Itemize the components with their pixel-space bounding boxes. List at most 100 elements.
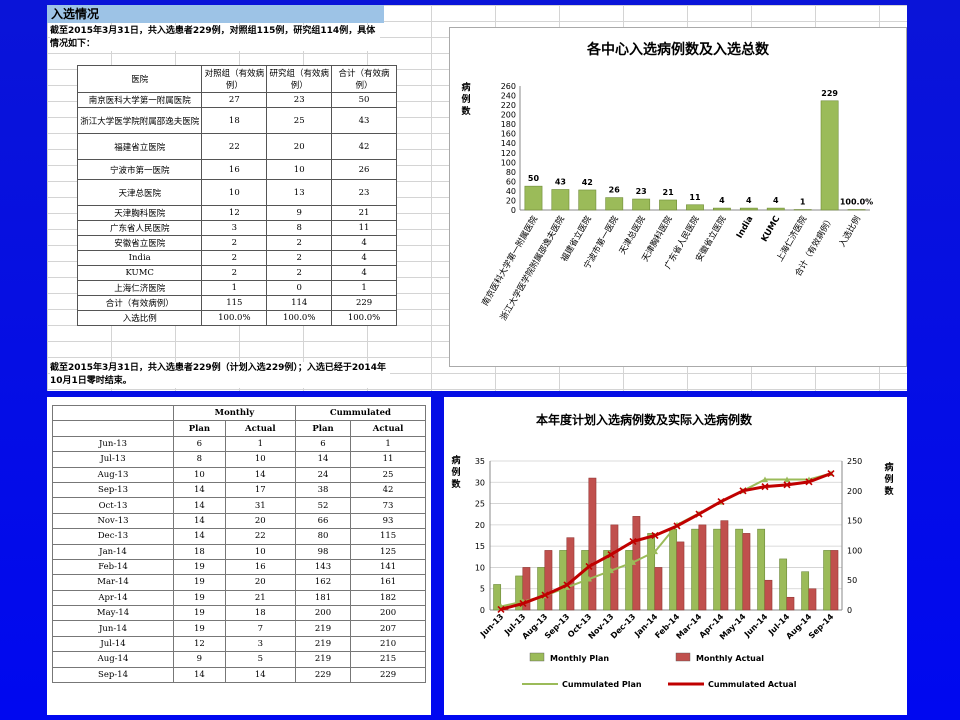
table-cell: 16 — [224, 558, 296, 576]
y-tick-label: 220 — [501, 101, 516, 110]
point-cummulated-actual — [651, 531, 659, 540]
table-cell: 安徽省立医院 — [76, 235, 203, 251]
table-cell: 229 — [331, 295, 397, 311]
table-row: Jul-14 12 3 219 210 — [52, 635, 426, 653]
table-cell: 14 — [224, 466, 296, 483]
table-cell: 天津总医院 — [76, 179, 203, 206]
table-cell: 42 — [331, 133, 397, 160]
y-axis-label-right: 病 — [884, 461, 893, 473]
bar-monthly-plan — [537, 567, 546, 611]
table-cell: 4 — [331, 250, 397, 266]
table-row: Jun-13 6 1 6 1 — [52, 435, 426, 453]
table-cell: Feb-14 — [52, 558, 174, 576]
point-cummulated-actual — [805, 478, 813, 486]
bar-monthly-actual — [676, 541, 685, 611]
table-cell: 93 — [350, 512, 426, 530]
bar — [524, 185, 543, 211]
table-row: 南京医科大学第一附属医院 27 23 50 — [76, 92, 397, 108]
bar — [605, 197, 624, 211]
table-cell: 宁波市第一医院 — [76, 159, 203, 180]
table-cell: 9 — [173, 651, 226, 668]
table-cell: 2 — [201, 265, 268, 281]
bar-monthly-actual — [522, 567, 531, 611]
legend-label: Cummulated Plan — [562, 680, 642, 689]
table-cell: 入选比例 — [76, 310, 203, 326]
table-cell: 24 — [294, 466, 352, 483]
table-cell: Nov-13 — [52, 512, 174, 530]
table-cell: 1 — [201, 280, 268, 296]
table-cell: 上海仁济医院 — [76, 280, 203, 296]
table-cell: 2 — [266, 235, 333, 251]
bar — [766, 207, 785, 211]
data-label: 4 — [773, 196, 779, 205]
table-row: India 2 2 4 — [76, 250, 397, 266]
table-cell: 10 — [224, 451, 296, 468]
table-cell: 143 — [294, 558, 352, 576]
table-cell: 18 — [224, 605, 296, 622]
table-cell: 42 — [350, 481, 426, 499]
table-cell: 19 — [173, 574, 226, 591]
table-row: Oct-13 14 31 52 73 — [52, 497, 426, 514]
point-cummulated-plan — [630, 559, 636, 565]
table-cell: 7 — [224, 620, 296, 637]
data-label: 11 — [689, 193, 701, 202]
bar-monthly-actual — [720, 520, 729, 611]
table-row: May-14 19 18 200 200 — [52, 605, 426, 622]
y-tick-label-right: 200 — [847, 487, 862, 496]
table-cell: Sep-14 — [52, 666, 174, 684]
table-row: Jun-14 19 7 219 207 — [52, 620, 426, 637]
data-label: 23 — [636, 187, 647, 196]
table-cell: 162 — [294, 574, 352, 591]
table-cell: 100.0% — [266, 310, 333, 326]
point-cummulated-actual — [673, 522, 681, 530]
bar-monthly-actual — [698, 524, 707, 611]
table-cell: Aug-14 — [52, 651, 174, 668]
table-cell: 50 — [331, 92, 397, 108]
y-axis-label: 病 — [461, 81, 470, 93]
table-cell: 1 — [331, 280, 397, 296]
table-cell: 10 — [266, 159, 333, 180]
y-tick-label: 160 — [501, 130, 516, 139]
table-row: Jan-14 18 10 98 125 — [52, 543, 426, 560]
x-tick-label: India — [735, 214, 756, 240]
header-study: 研究组（有效病例） — [266, 65, 333, 93]
table-row: Feb-14 19 16 143 141 — [52, 558, 426, 576]
bar-monthly-actual — [742, 533, 751, 611]
x-tick-label: Jun-14 — [742, 612, 770, 640]
table-cell: 161 — [350, 574, 426, 591]
table-cell: 2 — [266, 265, 333, 281]
bar-monthly-plan — [779, 558, 788, 611]
y-tick-label: 100 — [501, 158, 516, 167]
y-tick-label-left: 5 — [480, 585, 485, 594]
bar-monthly-plan — [713, 528, 722, 611]
table-cell: 18 — [173, 543, 226, 560]
table-cell: 215 — [350, 651, 426, 668]
monthly-table: Monthly Cummulated Plan Actual Plan Actu… — [52, 404, 427, 684]
line-cummulated-actual — [500, 472, 832, 611]
y-tick-label: 180 — [501, 120, 516, 129]
table-cell: 14 — [173, 512, 226, 530]
table-cell: 2 — [201, 235, 268, 251]
bar-monthly-plan — [669, 528, 678, 611]
table-cell: 2 — [201, 250, 268, 266]
table-cell: Dec-13 — [52, 528, 174, 545]
table-row: 广东省人民医院 3 8 11 — [76, 220, 397, 236]
point-cummulated-actual — [519, 599, 527, 608]
table-cell: 73 — [350, 497, 426, 514]
x-tick-label: KUMC — [760, 215, 783, 244]
y-tick-label: 240 — [501, 92, 516, 101]
table-cell: 14 — [173, 497, 226, 514]
table-row: 合计（有效病例） 115 114 229 — [76, 295, 397, 311]
data-label: 4 — [746, 196, 752, 205]
x-tick-label: 入选比例 — [837, 214, 864, 249]
table-cell: 125 — [350, 543, 426, 560]
table-cell: 27 — [201, 92, 268, 108]
point-cummulated-actual — [541, 591, 549, 599]
data-label: 229 — [821, 89, 838, 98]
cum-plan-header: Plan — [294, 420, 352, 437]
table-cell: 14 — [294, 451, 352, 468]
table-cell: 207 — [350, 620, 426, 637]
table-cell: KUMC — [76, 265, 203, 281]
legend-swatch — [675, 652, 691, 662]
y-tick-label: 120 — [501, 149, 516, 158]
